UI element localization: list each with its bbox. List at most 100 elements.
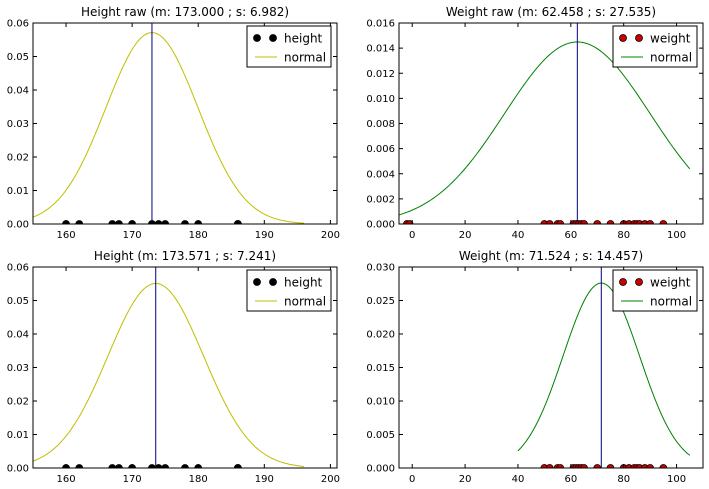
normal-curve-line — [517, 282, 691, 456]
y-tick-label: 0.015 — [366, 363, 395, 374]
data-point-weight — [606, 220, 615, 224]
data-point-weight — [646, 220, 655, 224]
x-tick-label: 0 — [409, 230, 415, 241]
legend-label-weight: weight — [650, 276, 691, 290]
data-point-height — [75, 464, 84, 468]
data-point-weight — [606, 464, 615, 468]
x-tick-label: 160 — [56, 474, 75, 485]
legend-label-normal: normal — [284, 295, 326, 309]
x-tick-label: 180 — [189, 474, 208, 485]
x-tick-label: 100 — [667, 474, 686, 485]
data-point-height — [154, 464, 163, 468]
y-tick-label: 0.016 — [366, 19, 395, 30]
x-tick-label: 60 — [564, 230, 577, 241]
legend-marker-height — [269, 278, 277, 286]
x-tick-label: 40 — [512, 474, 525, 485]
y-tick-label: 0.01 — [7, 186, 29, 197]
x-tick-label: 190 — [255, 230, 274, 241]
data-point-weight — [580, 220, 588, 224]
y-tick-label: 0.010 — [366, 397, 395, 408]
y-tick-label: 0.000 — [366, 220, 395, 231]
legend-label-normal: normal — [650, 295, 692, 309]
data-point-height — [161, 220, 170, 224]
y-tick-label: 0.006 — [366, 144, 395, 155]
chart-panel-4: Weight (m: 71.524 ; s: 14.457) 0 20 40 60 80 1… — [366, 249, 704, 485]
data-point-height — [108, 220, 117, 224]
y-tick-label: 0.020 — [366, 330, 395, 341]
y-tick-label: 0.04 — [7, 330, 29, 341]
y-tick-label: 0.012 — [366, 69, 395, 80]
legend-label-normal: normal — [284, 51, 326, 65]
data-point-weight — [545, 220, 554, 224]
y-tick-label: 0.06 — [7, 19, 29, 30]
y-tick-label: 0.010 — [366, 94, 395, 105]
legend-marker-height — [253, 278, 261, 286]
x-tick-label: 20 — [459, 230, 472, 241]
y-tick-label: 0.04 — [7, 86, 29, 97]
legend-box — [612, 25, 698, 68]
legend-marker-weight — [619, 278, 627, 286]
legend: weight normal — [612, 269, 698, 312]
data-point-height — [115, 220, 123, 224]
y-tick-label: 0.06 — [7, 263, 29, 274]
x-tick-label: 80 — [617, 230, 630, 241]
data-point-weight — [580, 464, 588, 468]
chart-title: Weight raw (m: 62.458 ; s: 27.535) — [446, 5, 656, 19]
legend-box — [246, 25, 332, 68]
legend-marker-weight — [619, 34, 627, 42]
legend-label-height: height — [284, 276, 323, 290]
x-tick-label: 180 — [189, 230, 208, 241]
legend-marker-height — [253, 34, 261, 42]
y-tick-label: 0.03 — [7, 363, 29, 374]
data-point-weight — [593, 220, 602, 224]
x-tick-label: 190 — [255, 474, 274, 485]
legend-box — [612, 269, 698, 312]
chart-panel-3: Height (m: 173.571 ; s: 7.241) 160 170 180 1… — [7, 249, 340, 485]
legend: height normal — [246, 25, 332, 68]
data-point-height — [108, 464, 117, 468]
legend-box — [246, 269, 332, 312]
data-point-height — [181, 464, 189, 468]
x-tick-label: 0 — [409, 474, 415, 485]
y-tick-label: 0.000 — [366, 464, 395, 475]
plot-area — [399, 23, 691, 224]
y-tick-label: 0.03 — [7, 119, 29, 130]
x-tick-label: 100 — [667, 230, 686, 241]
y-tick-label: 0.004 — [366, 169, 395, 180]
legend-label-normal: normal — [650, 51, 692, 65]
legend: height normal — [246, 269, 332, 312]
chart-panel-2: Weight raw (m: 62.458 ; s: 27.535) 0 20 40 6… — [366, 5, 704, 241]
data-point-height — [115, 464, 123, 468]
y-tick-label: 0.05 — [7, 52, 29, 63]
plot-area — [33, 23, 304, 224]
data-point-height — [148, 220, 156, 224]
y-tick-label: 0.01 — [7, 430, 29, 441]
y-tick-label: 0.05 — [7, 296, 29, 307]
x-tick-label: 200 — [321, 474, 340, 485]
data-point-height — [161, 464, 170, 468]
x-tick-label: 170 — [123, 474, 142, 485]
data-point-weight — [545, 464, 554, 468]
y-tick-label: 0.02 — [7, 153, 29, 164]
legend-marker-weight — [635, 278, 643, 286]
data-point-weight — [659, 464, 668, 468]
legend-label-weight: weight — [650, 32, 691, 46]
y-tick-label: 0.025 — [366, 296, 395, 307]
x-tick-label: 80 — [617, 474, 630, 485]
legend-label-height: height — [284, 32, 323, 46]
data-point-height — [148, 464, 156, 468]
normal-curve-line — [399, 41, 691, 216]
data-point-weight — [593, 464, 602, 468]
data-point-weight — [556, 220, 565, 224]
plot-area — [33, 267, 305, 468]
x-tick-label: 40 — [512, 230, 525, 241]
x-tick-label: 170 — [123, 230, 142, 241]
legend-marker-height — [269, 34, 277, 42]
data-point-height — [233, 220, 242, 224]
chart-title: Weight (m: 71.524 ; s: 14.457) — [459, 249, 643, 263]
normal-curve-line — [33, 282, 305, 467]
legend-marker-weight — [635, 34, 643, 42]
data-point-height — [181, 220, 189, 224]
y-tick-label: 0.00 — [7, 220, 29, 231]
